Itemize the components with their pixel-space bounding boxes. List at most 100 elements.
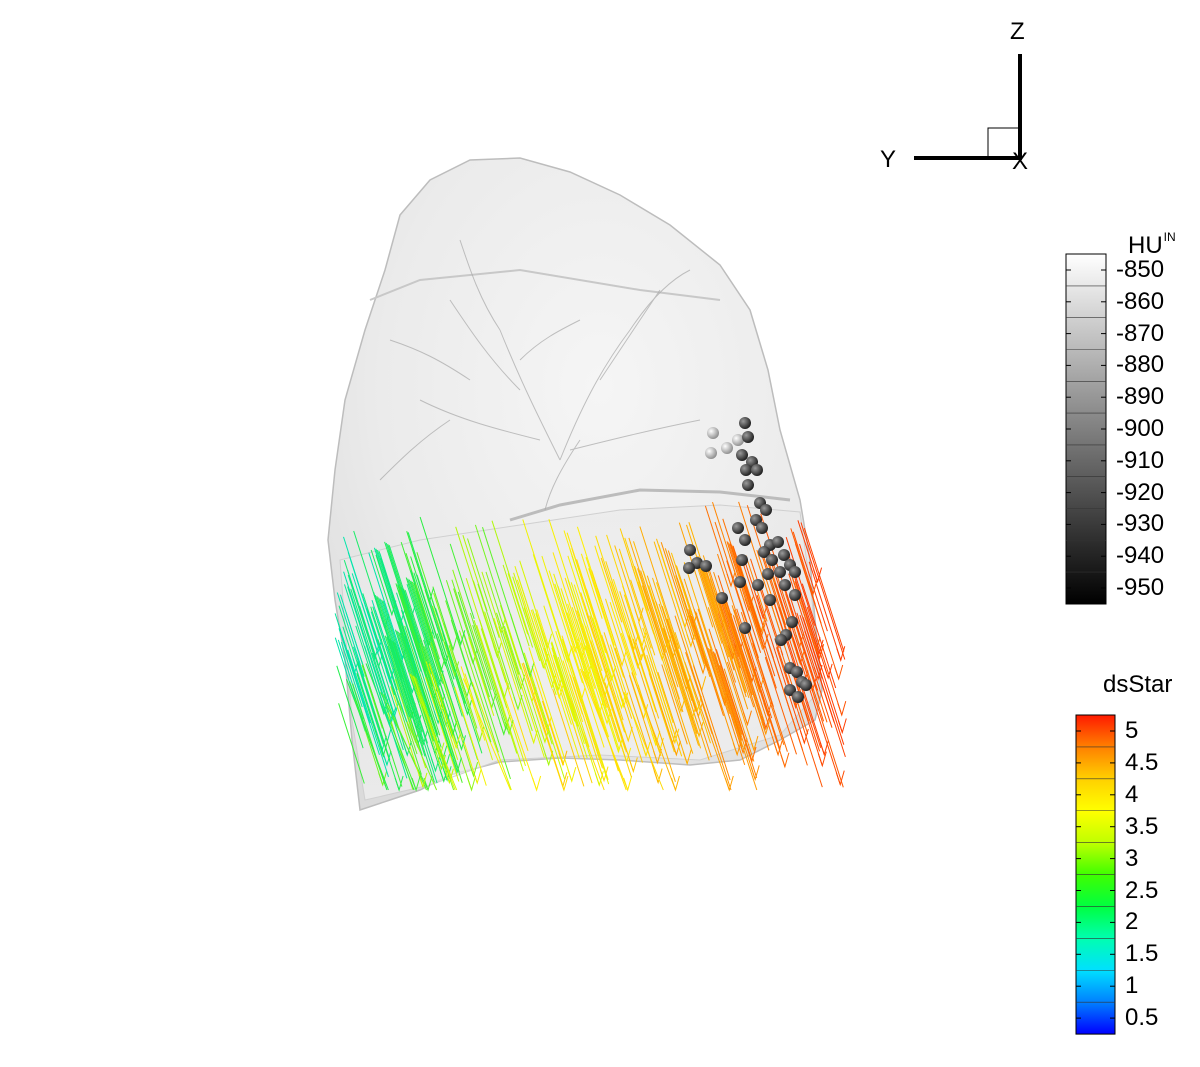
vector-arrow — [370, 611, 408, 722]
vector-arrowhead — [732, 740, 742, 757]
vector-arrow — [585, 645, 620, 751]
vector-arrow — [485, 571, 520, 675]
vector-arrow — [473, 620, 518, 754]
vessels — [379, 239, 701, 511]
vector-arrow — [451, 579, 490, 698]
vector-arrowhead — [374, 653, 384, 669]
vector-arrowhead — [423, 775, 433, 792]
vector-arrow — [484, 611, 510, 690]
vector-arrowhead — [813, 664, 823, 681]
vector-arrow — [729, 543, 777, 689]
vector-arrowhead — [467, 775, 477, 792]
vector-arrowhead — [795, 632, 805, 649]
sphere-marker — [789, 566, 801, 578]
vector-arrow — [340, 641, 363, 708]
vector-arrow — [567, 603, 596, 689]
legend-label: -910 — [1116, 446, 1165, 474]
vector-arrowhead — [671, 775, 680, 792]
vector-arrow — [603, 632, 633, 719]
vector-arrow — [652, 577, 693, 701]
vector-arrow — [392, 641, 423, 733]
vector-arrow — [391, 687, 438, 791]
sphere-marker — [732, 522, 744, 534]
vector-arrow — [697, 555, 733, 665]
vector-arrow — [580, 592, 629, 742]
vector-arrowhead — [559, 775, 569, 792]
vector-arrowhead — [452, 757, 462, 774]
vector-arrowhead — [676, 697, 686, 714]
vector-arrowhead — [558, 750, 568, 767]
legend-label: 0.5 — [1125, 1004, 1159, 1032]
sphere-marker — [758, 546, 770, 558]
vector-arrow — [695, 611, 725, 701]
vector-arrowhead — [448, 635, 458, 652]
legend-label: -940 — [1116, 542, 1165, 570]
vector-arrow — [407, 532, 444, 642]
vector-arrow — [785, 634, 825, 755]
vector-arrowhead — [758, 604, 768, 621]
vector-arrow — [448, 645, 481, 742]
vector-arrow — [519, 560, 549, 648]
vector-arrow — [740, 611, 785, 745]
vector-arrow — [664, 548, 695, 640]
vector-arrow — [609, 644, 647, 757]
vector-arrow — [614, 545, 640, 622]
vector-arrow — [347, 552, 380, 648]
vector-arrow — [356, 673, 384, 757]
sphere-marker — [779, 579, 791, 591]
vector-arrowhead — [750, 765, 760, 782]
vector-arrow — [379, 553, 422, 684]
vector-arrow — [578, 621, 600, 685]
vector-arrow — [588, 568, 625, 678]
sphere-marker — [789, 589, 801, 601]
vector-arrow — [661, 664, 688, 745]
sphere-marker — [683, 562, 695, 574]
sphere-marker — [786, 616, 798, 628]
vector-arrowhead — [694, 721, 704, 738]
dsstar-legend-title: dsStar — [1103, 671, 1173, 698]
legend-label: 2.5 — [1125, 876, 1159, 904]
vector-arrow — [808, 561, 842, 661]
vector-arrowhead — [815, 643, 825, 660]
vector-arrow — [404, 636, 431, 718]
vector-arrow — [640, 570, 679, 688]
vector-arrow — [589, 615, 624, 721]
sphere-marker — [736, 554, 748, 566]
vector-arrowhead — [653, 768, 663, 785]
vector-arrow — [646, 654, 676, 743]
vector-arrow — [655, 601, 700, 737]
vector-arrow — [516, 579, 553, 688]
vector-arrow — [604, 682, 634, 772]
vector-arrowhead — [819, 740, 829, 757]
sphere-marker — [700, 560, 712, 572]
vector-arrow — [600, 557, 623, 623]
vector-arrow — [371, 652, 404, 751]
vector-arrow — [747, 648, 781, 750]
sphere-marker — [766, 554, 778, 566]
vector-arrow — [404, 625, 441, 736]
vector-arrow — [783, 584, 819, 691]
vector-arrowhead — [540, 728, 550, 744]
vector-arrow — [380, 558, 403, 626]
vector-arrow — [411, 581, 442, 672]
vector-arrowhead — [532, 775, 542, 792]
vector-arrowhead — [463, 700, 473, 716]
vector-arrow — [705, 567, 747, 694]
vector-arrow — [400, 609, 422, 672]
vector-arrow — [393, 642, 436, 772]
vector-arrow — [468, 637, 495, 716]
vector-arrowhead — [671, 740, 681, 757]
vector-arrowhead — [817, 751, 827, 768]
sphere-marker — [736, 449, 748, 461]
vector-arrow — [628, 674, 658, 764]
sphere-marker — [784, 684, 796, 696]
vector-arrow — [398, 585, 420, 648]
legend-label: 3 — [1125, 844, 1139, 872]
vector-arrowhead — [370, 644, 380, 660]
vector-arrow — [683, 562, 713, 651]
vector-arrow — [642, 627, 674, 723]
vector-arrow — [794, 540, 816, 605]
vector-arrow — [408, 579, 443, 684]
vector-arrow — [566, 612, 601, 714]
vector-arrowhead — [418, 772, 428, 789]
